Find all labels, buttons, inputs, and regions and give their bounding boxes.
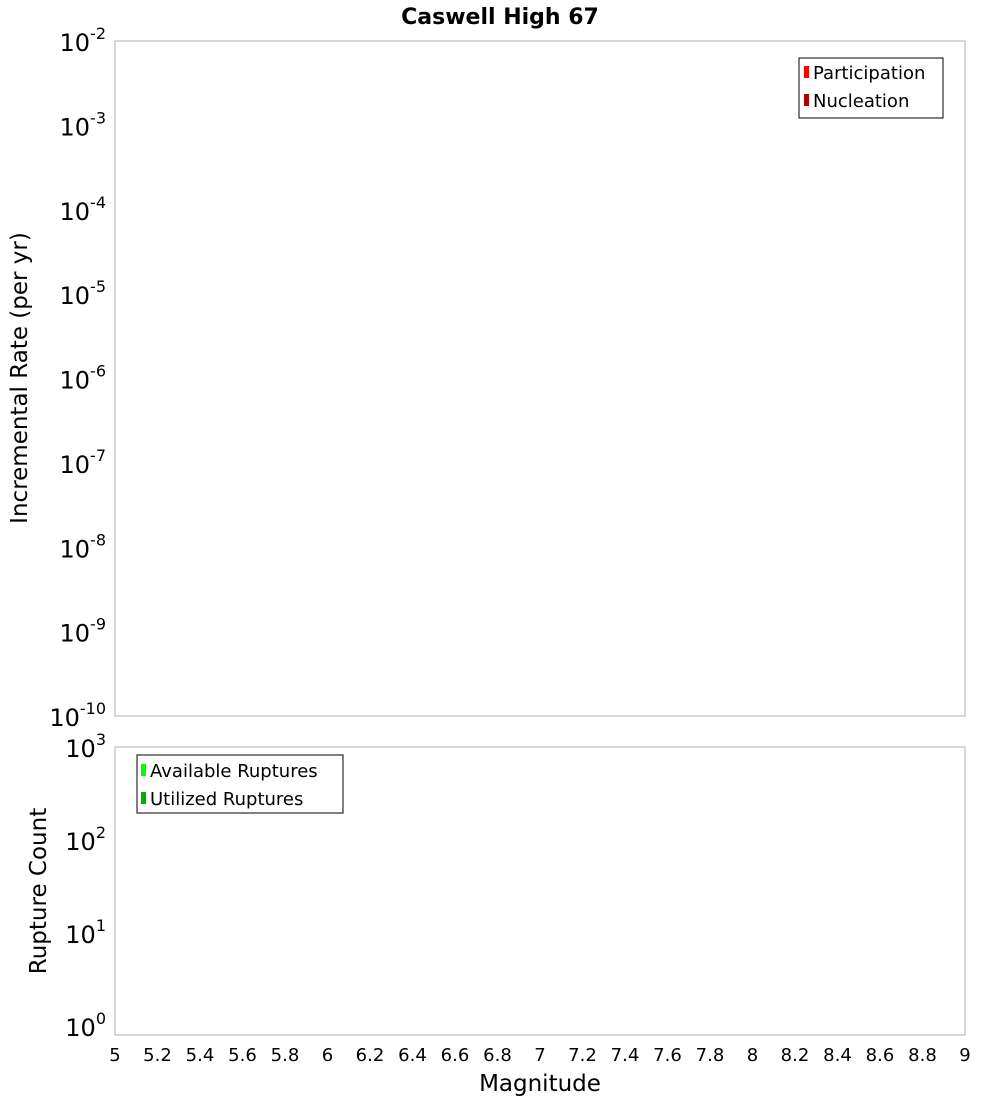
x-tick-label: 8.2 (781, 1045, 810, 1066)
x-tick-label: 6 (322, 1045, 333, 1066)
x-tick-label: 8.8 (908, 1045, 937, 1066)
x-tick-label: 7.8 (696, 1045, 725, 1066)
plot-border (114, 40, 966, 717)
rate-y-tick-label: 10-10 (49, 699, 106, 732)
rate-y-tick-label: 10-4 (60, 193, 107, 226)
legend-nucleation-label: Nucleation (813, 91, 909, 112)
rate-legend: Participation Nucleation (798, 57, 944, 119)
rupture-y-tick-label: 100 (65, 1009, 106, 1042)
rupture-y-tick-label: 103 (65, 730, 106, 763)
rate-y-tick-label: 10-2 (60, 24, 107, 57)
x-axis-label: Magnitude (479, 1071, 601, 1097)
rupture-y-axis-label: Rupture Count (26, 808, 52, 974)
rate-y-tick-label: 10-5 (60, 277, 107, 310)
rate-panel: 10-10 10-9 10-8 10-7 10-6 10-5 10-4 10-3 10-2 In… (7, 24, 966, 732)
rupture-y-tick-label: 101 (65, 916, 106, 949)
x-tick-label: 7.6 (653, 1045, 682, 1066)
rupture-count-panel: 100 101 102 103 5 5.2 5.4 5.6 5.8 6 6.2 6.4 6.6 6.8 7… (26, 730, 971, 1097)
legend-available-label: Available Ruptures (150, 761, 318, 782)
legend-participation-swatch (804, 66, 809, 78)
x-tick-label: 5 (109, 1045, 120, 1066)
x-tick-label: 9 (959, 1045, 970, 1066)
x-tick-label: 8.6 (866, 1045, 895, 1066)
x-tick-label: 8 (747, 1045, 758, 1066)
x-tick-label: 5.2 (143, 1045, 172, 1066)
rate-y-tick-label: 10-3 (60, 108, 107, 141)
x-tick-label: 7.4 (611, 1045, 640, 1066)
x-tick-label: 5.8 (271, 1045, 300, 1066)
x-tick-label: 7 (534, 1045, 545, 1066)
rupture-y-tick-label: 102 (65, 823, 106, 856)
rate-y-axis-label: Incremental Rate (per yr) (7, 232, 33, 524)
rupture-legend-box (136, 754, 344, 814)
legend-available-swatch (141, 764, 146, 776)
rupture-legend: Available Ruptures Utilized Ruptures (136, 754, 344, 814)
rate-legend-box (798, 57, 944, 119)
x-tick-label: 6.6 (441, 1045, 470, 1066)
x-tick-label: 7.2 (568, 1045, 597, 1066)
rate-y-tick-label: 10-9 (60, 615, 107, 648)
x-tick-label: 5.4 (186, 1045, 215, 1066)
rate-y-ticks: 10-10 10-9 10-8 10-7 10-6 10-5 10-4 10-3 10-2 (49, 24, 106, 732)
x-tick-label: 6.4 (398, 1045, 427, 1066)
legend-participation-label: Participation (813, 63, 925, 84)
x-tick-label: 6.2 (356, 1045, 385, 1066)
x-tick-label: 8.4 (823, 1045, 852, 1066)
magnitude-x-ticks: 5 5.2 5.4 5.6 5.8 6 6.2 6.4 6.6 6.8 7 7.2 7.4 7.6 7.8 8… (109, 1045, 970, 1066)
x-tick-label: 5.6 (228, 1045, 257, 1066)
rupture-y-ticks: 100 101 102 103 (65, 730, 106, 1042)
chart-title: Caswell High 67 (401, 5, 599, 30)
legend-nucleation-swatch (804, 94, 809, 106)
legend-utilized-swatch (141, 792, 146, 804)
rate-y-tick-label: 10-6 (60, 362, 107, 395)
rate-y-tick-label: 10-8 (60, 530, 107, 563)
x-tick-label: 6.8 (483, 1045, 512, 1066)
rate-y-tick-label: 10-7 (60, 446, 107, 479)
legend-utilized-label: Utilized Ruptures (150, 789, 303, 810)
